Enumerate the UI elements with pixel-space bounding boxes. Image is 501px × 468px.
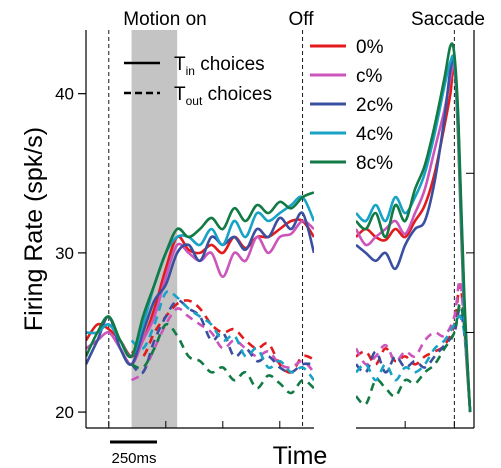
tout-legend-label: Tout choices: [174, 84, 272, 108]
scale-bar-label: 250ms: [111, 450, 156, 467]
series-2cpct-saccade-tout-line: [356, 307, 468, 374]
motion-window-shading: [131, 30, 178, 428]
tout-legend-sub: out: [186, 94, 203, 108]
legend-label: 8c%: [356, 153, 393, 174]
series-0pct-motion-tin-line: [86, 218, 314, 358]
tin-legend-label: Tin choices: [174, 54, 265, 78]
coherence-legend: 0% c% 2c% 4c% 8c%: [310, 37, 393, 174]
series-4cpct-saccade-tout-line: [356, 314, 468, 382]
saccade-label: Saccade: [411, 9, 485, 30]
series-8cpct-saccade-tout-line: [356, 302, 468, 406]
tin-legend-sub: in: [186, 64, 195, 78]
legend-label: 2c%: [356, 95, 393, 116]
x-axis-label: Time: [273, 442, 328, 468]
y-tick-label: 40: [55, 85, 74, 104]
series-cpct-saccade-tout-line: [356, 279, 468, 366]
legend-label: c%: [356, 66, 383, 87]
series-2cpct-motion-tout-line: [130, 299, 314, 375]
tout-legend-T: T: [174, 84, 186, 105]
series-4cpct-motion-tout-line: [130, 289, 314, 382]
series-4cpct-motion-tin-line: [86, 195, 314, 358]
y-axis-label: Firing Rate (spk/s): [20, 127, 48, 331]
series-2cpct-motion-tin-line: [86, 211, 314, 367]
series-8cpct-saccade-tin-line: [356, 42, 472, 413]
style-legend: Tin choices Tout choices: [124, 54, 272, 108]
legend-label: 0%: [356, 37, 384, 58]
tin-legend-T: T: [174, 54, 186, 75]
tout-legend-suffix: choices: [202, 84, 272, 105]
tin-legend-suffix: choices: [195, 54, 265, 75]
y-tick-label: 20: [55, 403, 74, 422]
series-cpct-motion-tout-line: [130, 307, 314, 382]
off-label: Off: [289, 9, 315, 30]
series-0pct-saccade-tout-line: [356, 283, 468, 366]
series-8cpct-motion-tout-line: [131, 322, 314, 395]
motion-on-label: Motion on: [123, 9, 206, 30]
y-tick-label: 30: [55, 244, 74, 263]
legend-label: 4c%: [356, 124, 393, 145]
series-8cpct-motion-tin-line: [86, 191, 314, 359]
